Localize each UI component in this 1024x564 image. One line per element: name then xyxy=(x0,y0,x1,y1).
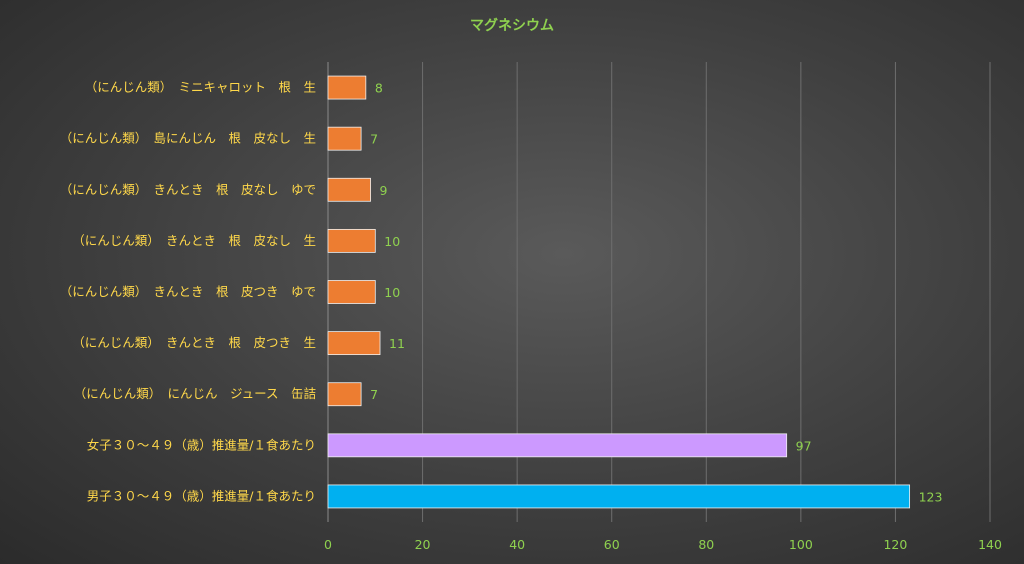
chart-title: マグネシウム xyxy=(470,17,554,34)
data-label: 9 xyxy=(380,183,388,198)
x-tick-label: 20 xyxy=(415,537,431,552)
data-label: 7 xyxy=(370,132,378,147)
bar xyxy=(327,331,381,356)
x-tick-label: 0 xyxy=(324,537,332,552)
bar xyxy=(327,484,911,509)
data-label: 123 xyxy=(919,489,943,504)
category-label: （にんじん類） きんとき 根 皮つき 生 xyxy=(72,335,316,350)
x-tick-label: 80 xyxy=(698,537,714,552)
category-label: （にんじん類） きんとき 根 皮つき ゆで xyxy=(60,284,316,299)
bar xyxy=(327,177,371,202)
x-tick-label: 40 xyxy=(509,537,525,552)
data-label: 97 xyxy=(796,438,812,453)
category-label: （にんじん類） きんとき 根 皮なし ゆで xyxy=(60,182,316,197)
data-labels: 8 7 9 10 10 11 7 97 123 xyxy=(370,81,942,505)
category-label: （にんじん類） きんとき 根 皮なし 生 xyxy=(72,233,316,248)
data-label: 7 xyxy=(370,387,378,402)
category-label: 男子３０～４９（歳）推進量/１食あたり xyxy=(87,488,316,503)
bars xyxy=(327,75,911,509)
data-label: 10 xyxy=(384,285,400,300)
x-tick-label: 100 xyxy=(789,537,813,552)
x-tick-label: 60 xyxy=(604,537,620,552)
bar xyxy=(327,280,376,304)
gridlines xyxy=(327,62,991,522)
x-axis-ticks: 0 20 40 60 80 100 120 140 xyxy=(324,537,1002,552)
bar xyxy=(327,228,376,253)
category-label: （にんじん類） にんじん ジュース 缶詰 xyxy=(74,386,316,401)
x-tick-label: 120 xyxy=(883,537,907,552)
category-label: （にんじん類） 島にんじん 根 皮なし 生 xyxy=(60,131,316,146)
data-label: 8 xyxy=(375,81,383,96)
bar xyxy=(327,382,362,407)
x-tick-label: 140 xyxy=(978,537,1002,552)
bar xyxy=(327,126,362,151)
bar xyxy=(327,433,788,458)
bar xyxy=(327,75,367,100)
category-label: （にんじん類） ミニキャロット 根 生 xyxy=(85,80,316,95)
category-label: 女子３０～４９（歳）推進量/１食あたり xyxy=(87,437,316,452)
data-label: 10 xyxy=(384,234,400,249)
data-label: 11 xyxy=(389,336,405,351)
category-labels: （にんじん類） ミニキャロット 根 生 （にんじん類） 島にんじん 根 皮なし 生… xyxy=(60,80,316,504)
